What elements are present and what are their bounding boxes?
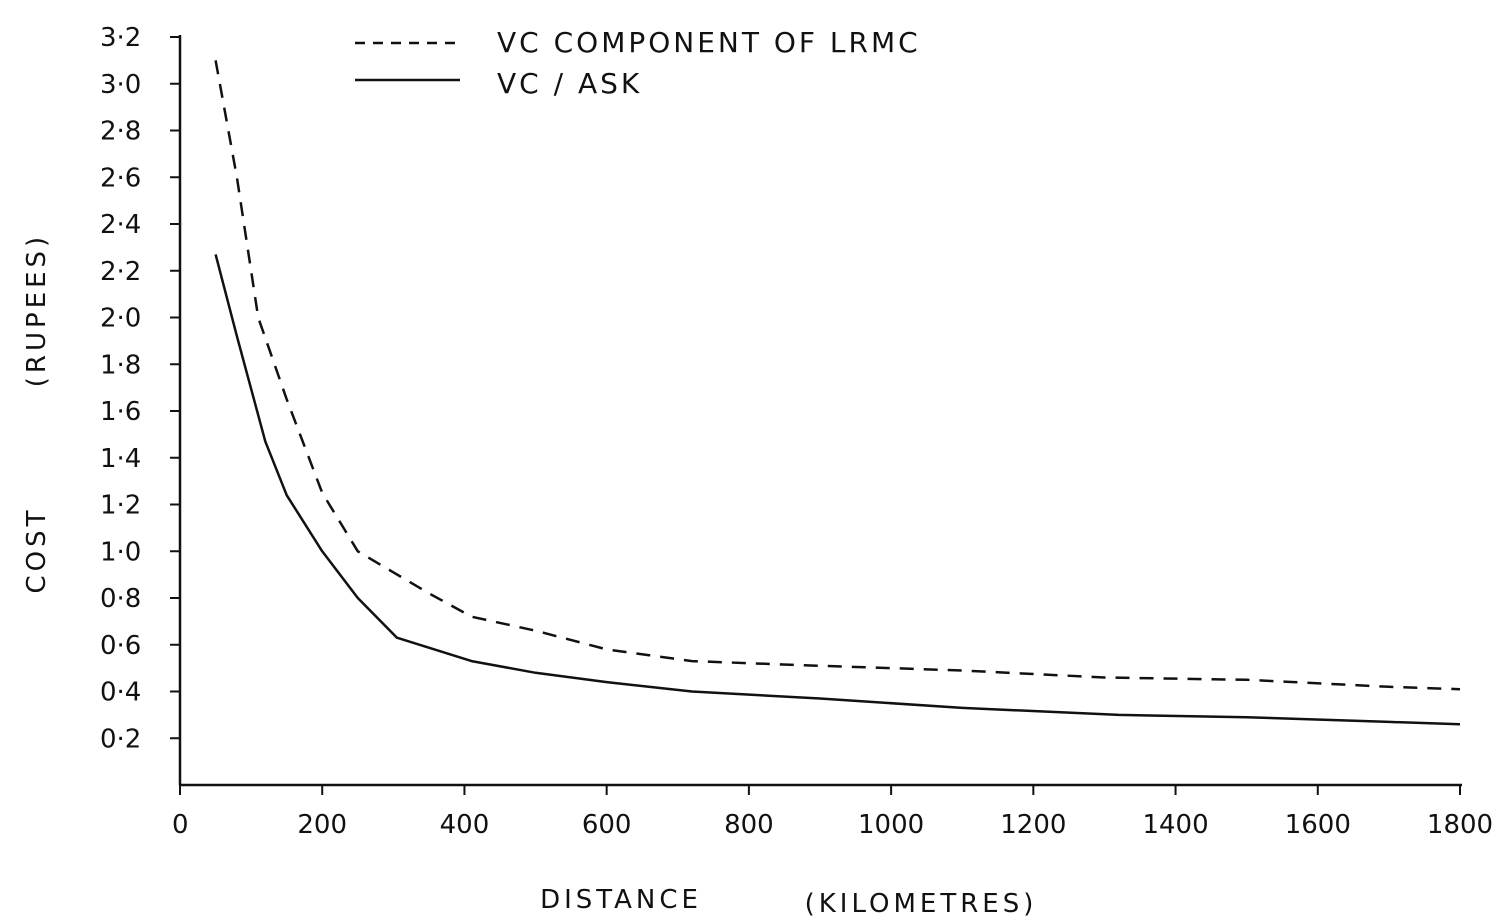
y-tick-label: 1·4 (100, 444, 141, 474)
y-ticks: 0·2 0·4 0·6 0·8 1·0 1·2 1·4 1·6 1·8 2·0 2·2 2·4 2·6 2… (100, 23, 180, 754)
series-line-lrmc (214, 60, 1461, 691)
x-ticks: 0 200 400 600 800 1000 1200 1400 1600 1800 (172, 785, 1493, 840)
x-axis-unit: (KILOMETRES) (805, 889, 1038, 919)
x-tick-label: 1400 (1142, 810, 1208, 840)
x-tick-label: 800 (724, 810, 774, 840)
x-tick-label: 400 (440, 810, 490, 840)
y-tick-label: 1·6 (100, 397, 141, 427)
x-tick-label: 1800 (1427, 810, 1493, 840)
y-tick-label: 2·4 (100, 210, 141, 240)
y-tick-label: 1·8 (100, 350, 141, 380)
y-tick-label: 2·0 (100, 304, 141, 334)
x-tick-label: 1600 (1285, 810, 1351, 840)
x-tick-label: 0 (172, 810, 189, 840)
x-axis-title: DISTANCE (KILOMETRES) (540, 885, 1038, 919)
y-axis-title: COST (RUPEES) (22, 233, 52, 594)
y-tick-label: 1·0 (100, 537, 141, 567)
y-tick-label: 0·4 (100, 678, 141, 708)
x-tick-label: 1200 (1000, 810, 1066, 840)
axes (178, 35, 1462, 787)
y-tick-label: 2·8 (100, 117, 141, 147)
y-axis-label: COST (22, 506, 52, 593)
x-tick-label: 200 (297, 810, 347, 840)
series-layer (214, 60, 1461, 726)
y-tick-label: 2·6 (100, 163, 141, 193)
y-tick-label: 3·0 (100, 70, 141, 100)
y-tick-label: 0·2 (100, 724, 141, 754)
y-axis-unit: (RUPEES) (22, 233, 52, 387)
y-tick-label: 3·2 (100, 23, 141, 53)
x-tick-label: 1000 (858, 810, 924, 840)
legend-label-vc-ask: VC / ASK (497, 67, 642, 100)
y-tick-label: 1·2 (100, 491, 141, 521)
legend: VC COMPONENT OF LRMC VC / ASK (355, 26, 921, 100)
x-tick-label: 600 (582, 810, 632, 840)
y-tick-label: 2·2 (100, 257, 141, 287)
x-axis-label: DISTANCE (540, 885, 702, 915)
y-tick-label: 0·8 (100, 584, 141, 614)
y-tick-label: 0·6 (100, 631, 141, 661)
legend-label-lrmc: VC COMPONENT OF LRMC (497, 26, 921, 59)
series-line-vc-ask (214, 254, 1461, 726)
